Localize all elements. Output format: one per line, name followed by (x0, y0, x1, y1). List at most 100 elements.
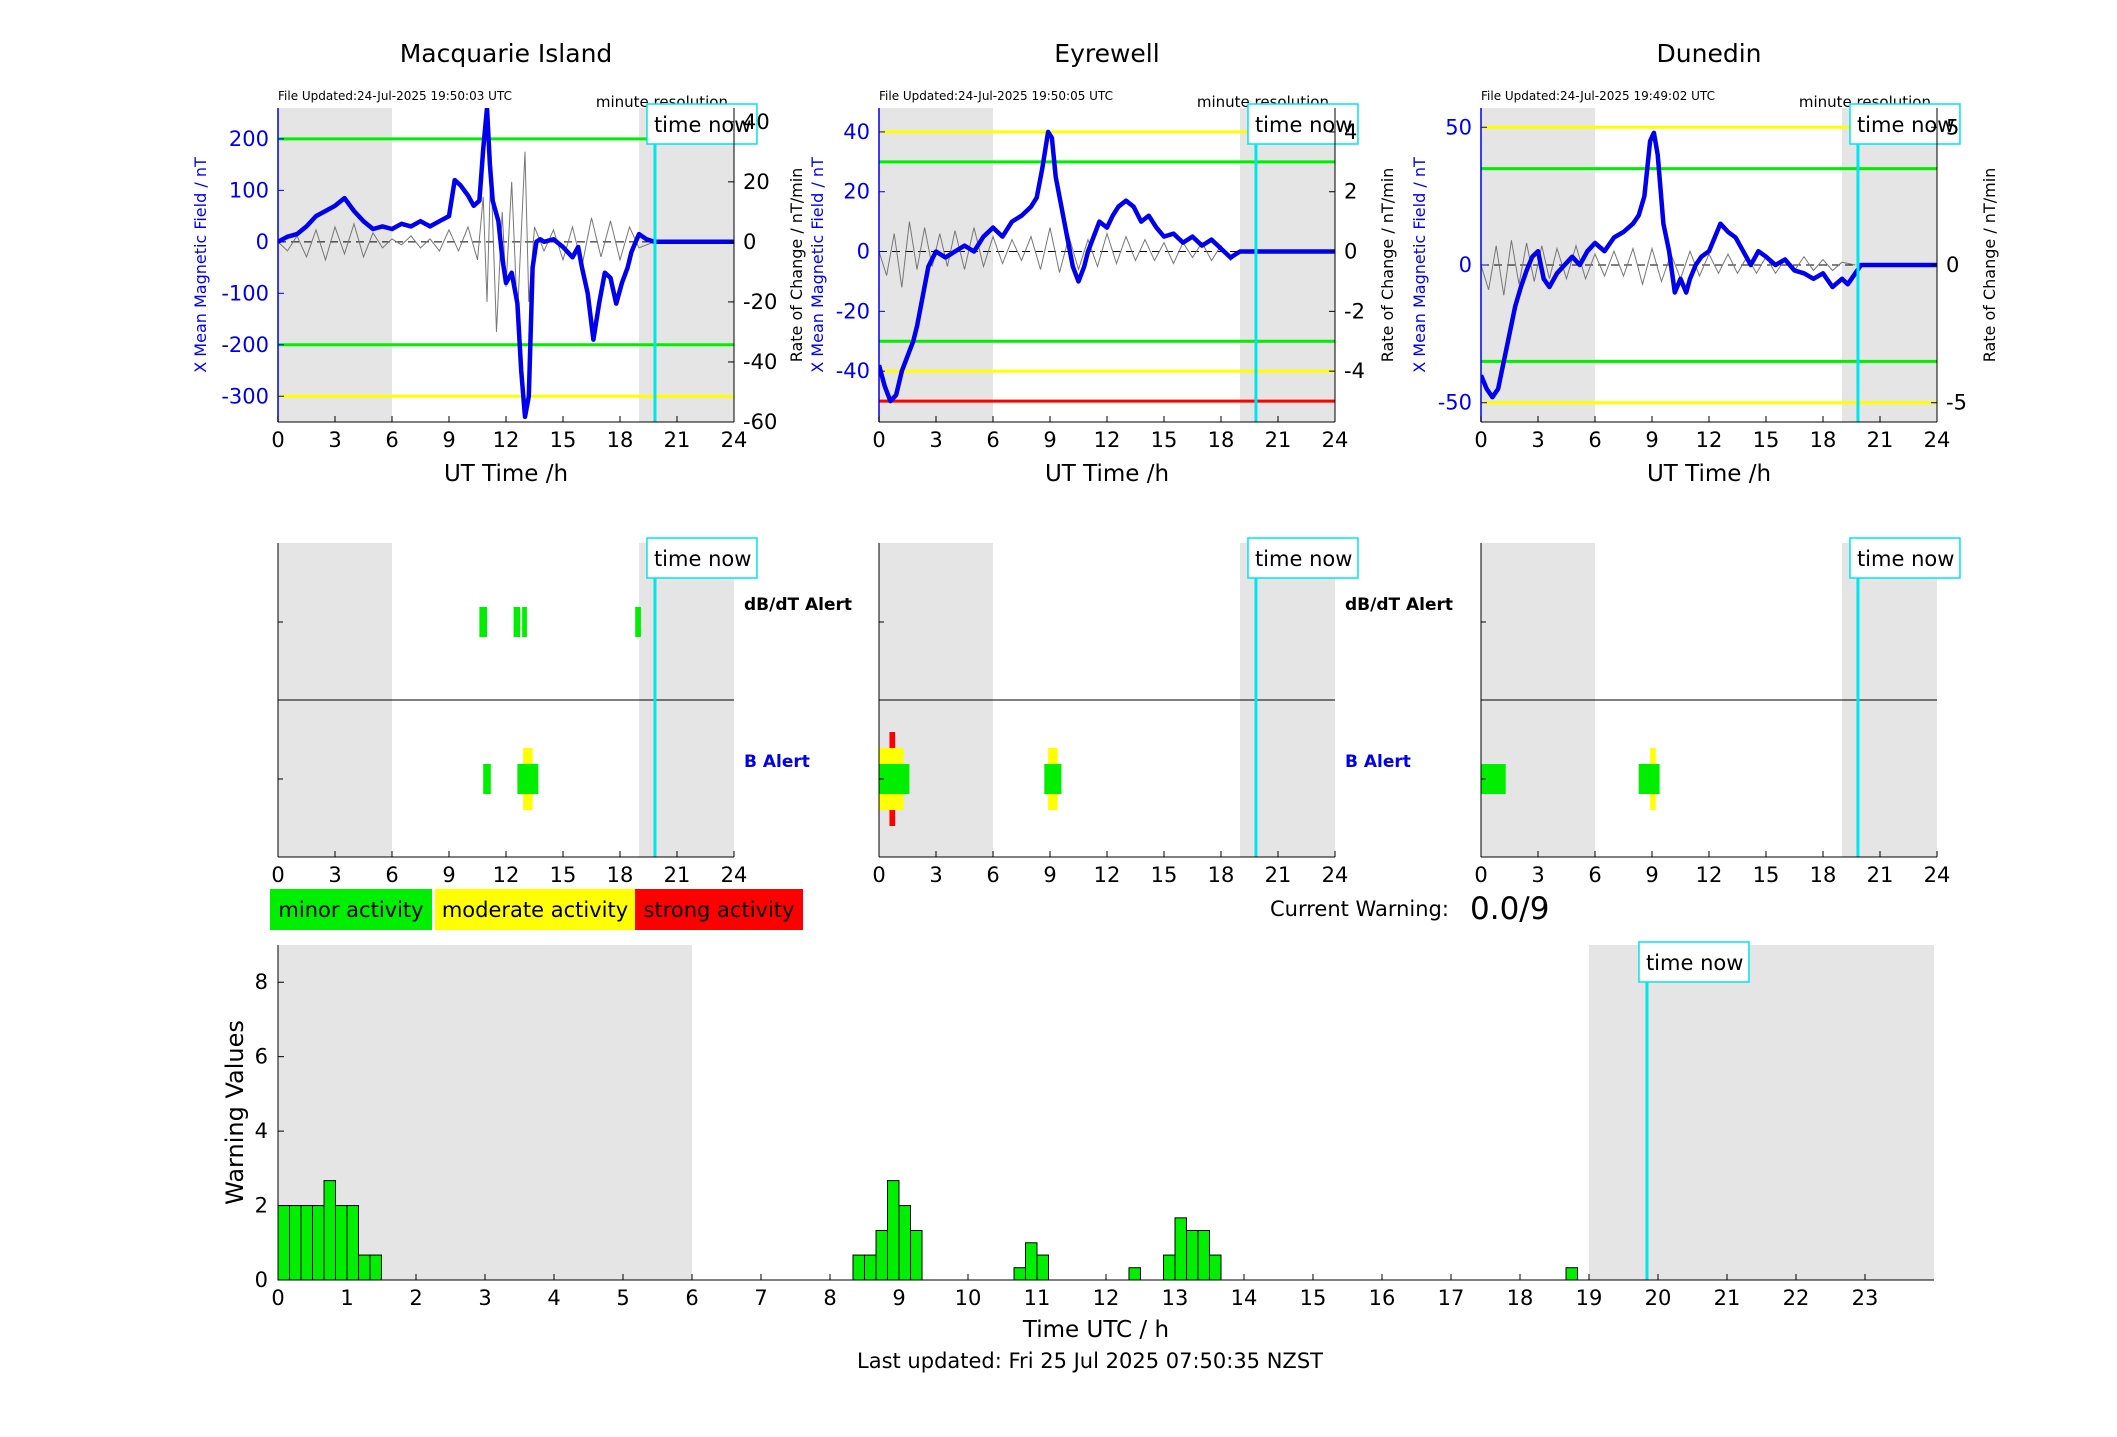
x-tick-label: 6 (385, 428, 398, 452)
x-tick-label: 3 (1531, 863, 1544, 887)
time-now-box (1849, 103, 1961, 145)
x-tick-label: 15 (1151, 428, 1178, 452)
x-tick-label: 15 (550, 428, 577, 452)
y-right-axis-label: Rate of Change / nT/min (1980, 168, 1999, 363)
x-tick-label: 12 (1094, 428, 1121, 452)
x-tick-label: 12 (493, 428, 520, 452)
dbdt-alert-bar (513, 607, 521, 637)
shaded-hours (1240, 108, 1335, 422)
warning-bar (1186, 1229, 1199, 1281)
x-tick-label: 22 (1783, 1286, 1810, 1310)
y-left-tick-label: 100 (229, 178, 269, 202)
x-tick-label: 4 (547, 1286, 560, 1310)
station-title: Eyrewell (1054, 39, 1159, 68)
x-tick-label: 6 (385, 863, 398, 887)
warning-bar (1036, 1254, 1050, 1281)
last-updated: Last updated: Fri 25 Jul 2025 07:50:35 N… (857, 1349, 1323, 1373)
x-tick-label: 0 (271, 1286, 284, 1310)
x-tick-label: 19 (1576, 1286, 1603, 1310)
x-tick-label: 21 (664, 863, 691, 887)
time-now-box (1247, 103, 1359, 145)
warning-bar (346, 1205, 360, 1281)
b-alert-bar (483, 764, 491, 794)
b-alert-label: B Alert (1345, 752, 1411, 772)
b-alert-label: B Alert (744, 752, 810, 772)
station-panel-1: Macquarie Island File Updated:24-Jul-2025… (191, 39, 852, 887)
x-tick-label: 0 (1474, 428, 1487, 452)
x-tick-label: 10 (955, 1286, 982, 1310)
y-right-tick-label: 0 (743, 230, 756, 254)
station-panel-3: Dunedin File Updated:24-Jul-2025 19:49:02… (1410, 39, 1999, 887)
time-now-label: time now (1646, 951, 1743, 975)
file-updated-label: File Updated:24-Jul-2025 19:50:03 UTC (278, 89, 512, 103)
x-tick-label: 9 (1043, 863, 1056, 887)
x-tick-label: 15 (1151, 863, 1178, 887)
y-left-tick-label: 20 (843, 180, 870, 204)
warning-bar (875, 1229, 889, 1281)
b-alert-bar (1638, 764, 1660, 794)
y-left-tick-label: 50 (1445, 115, 1472, 139)
legend-strong-swatch (635, 889, 803, 930)
x-tick-label: 20 (1645, 1286, 1672, 1310)
station-title: Macquarie Island (400, 39, 613, 68)
x-tick-label: 13 (1162, 1286, 1189, 1310)
x-tick-label: 0 (872, 863, 885, 887)
x-tick-label: 24 (1322, 863, 1349, 887)
dbdt-alert-bar (479, 607, 487, 637)
x-tick-label: 11 (1024, 1286, 1051, 1310)
dbdt-alert-bar (522, 607, 527, 637)
y-right-tick-label: 5 (1946, 115, 1959, 139)
b-alert-bar (517, 764, 539, 794)
x-tick-label: 3 (929, 863, 942, 887)
x-tick-label: 9 (1645, 863, 1658, 887)
x-tick-label: 15 (1300, 1286, 1327, 1310)
warning-bar (358, 1254, 371, 1281)
x-tick-label: 3 (328, 863, 341, 887)
time-now-label: time now (1857, 547, 1954, 571)
y-left-tick-label: -200 (221, 333, 269, 357)
warning-bar (277, 1205, 291, 1281)
x-axis-label: UT Time /h (1045, 461, 1169, 487)
magnetic-field-series (879, 129, 1335, 404)
x-tick-label: 21 (1714, 1286, 1741, 1310)
time-now-box (646, 103, 758, 145)
file-updated-label: File Updated:24-Jul-2025 19:49:02 UTC (1481, 89, 1715, 103)
x-tick-label: 3 (328, 428, 341, 452)
warning-bar (1162, 1254, 1176, 1281)
x-tick-label: 18 (607, 863, 634, 887)
warning-bar (334, 1205, 348, 1281)
x-tick-label: 24 (721, 863, 748, 887)
warning-bar (1128, 1267, 1141, 1281)
x-tick-label: 15 (1753, 863, 1780, 887)
x-tick-label: 0 (1474, 863, 1487, 887)
y-tick-label: 2 (255, 1194, 268, 1218)
station-panels: Macquarie Island File Updated:24-Jul-2025… (191, 39, 1999, 887)
x-tick-label: 7 (754, 1286, 767, 1310)
alert-panel: time now 0 3 6 9 12 15 18 21 24 dB/dT Alert B Alert (872, 537, 1453, 887)
shaded-hours (278, 108, 392, 422)
x-tick-label: 9 (892, 1286, 905, 1310)
y-left-tick-label: 0 (256, 230, 269, 254)
warning-bar (1024, 1242, 1038, 1281)
shaded-hours (1589, 945, 1934, 1280)
x-tick-label: 9 (442, 863, 455, 887)
y-left-tick-label: 0 (857, 240, 870, 264)
warning-bar (300, 1205, 313, 1281)
warning-bar (910, 1229, 923, 1281)
x-tick-label: 12 (1094, 863, 1121, 887)
warning-bar (1013, 1267, 1027, 1281)
x-tick-label: 0 (271, 428, 284, 452)
y-left-tick-label: 200 (229, 127, 269, 151)
x-axis-label: UT Time /h (444, 461, 568, 487)
y-left-tick-label: 40 (843, 120, 870, 144)
station-panel-2: Eyrewell File Updated:24-Jul-2025 19:50:0… (808, 39, 1453, 887)
y-left-tick-label: 0 (1459, 253, 1472, 277)
x-tick-label: 0 (271, 863, 284, 887)
x-tick-label: 15 (1753, 428, 1780, 452)
y-tick-label: 4 (255, 1119, 268, 1143)
warning-bar (864, 1254, 877, 1281)
x-tick-label: 6 (1588, 863, 1601, 887)
warning-bar (886, 1180, 900, 1281)
time-now-box (1638, 941, 1750, 983)
